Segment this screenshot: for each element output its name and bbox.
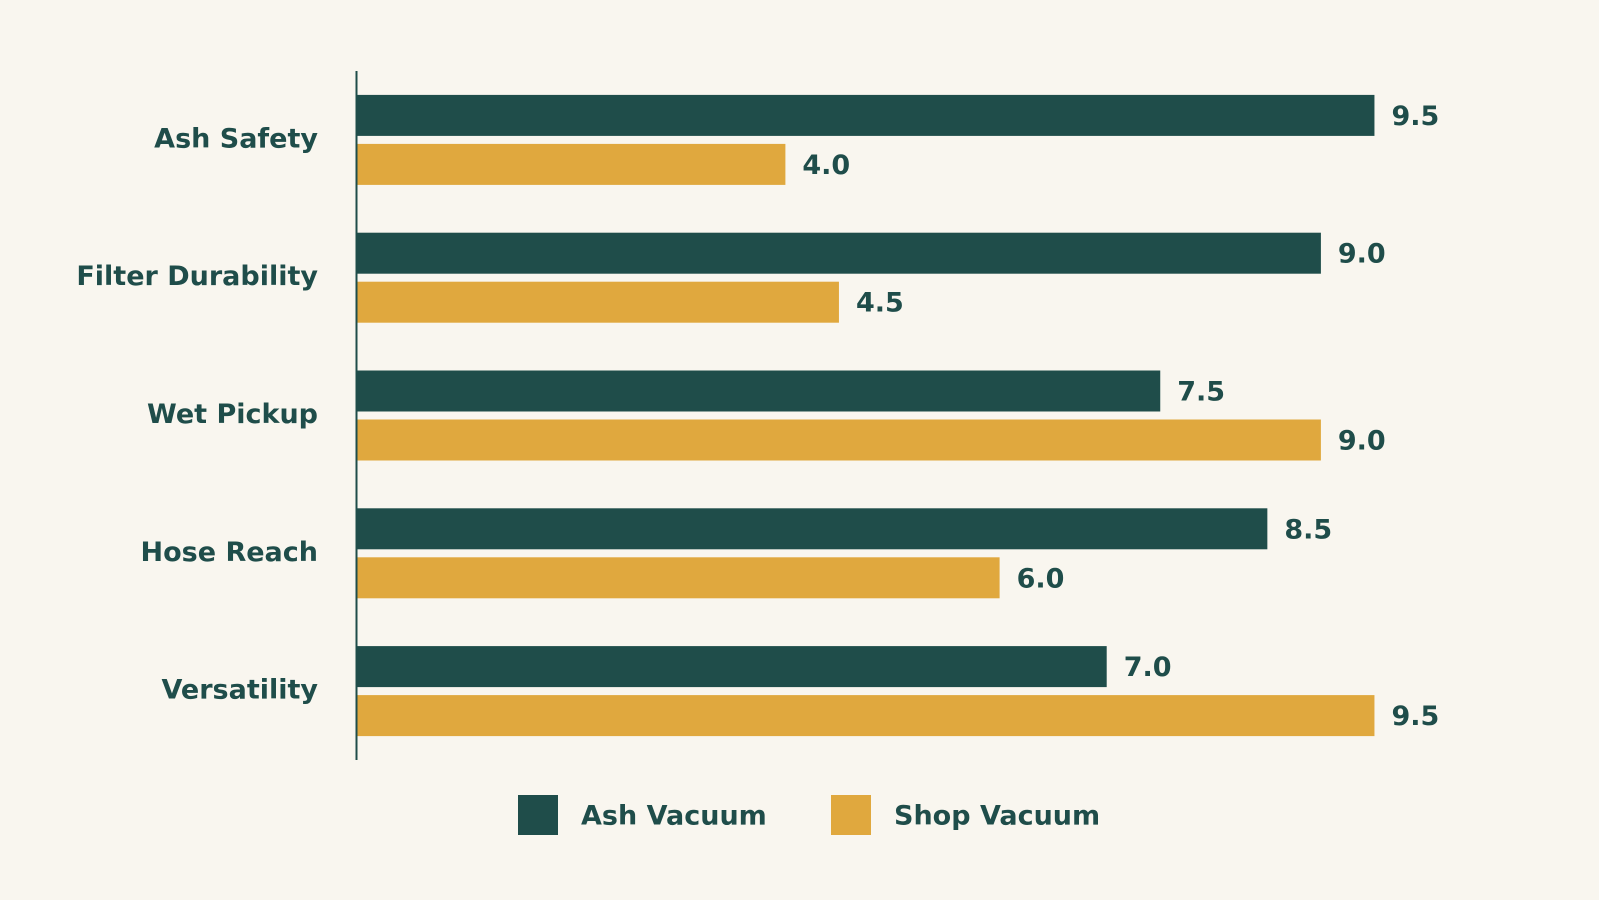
value-label: 8.5 xyxy=(1284,514,1332,545)
bar xyxy=(357,419,1321,461)
value-label: 9.0 xyxy=(1338,426,1386,457)
legend-label: Ash Vacuum xyxy=(581,801,767,832)
bar xyxy=(357,646,1107,688)
bar xyxy=(357,281,839,323)
value-label: 7.5 xyxy=(1177,377,1225,408)
value-label: 9.0 xyxy=(1338,239,1386,270)
bar xyxy=(357,370,1161,412)
value-label: 4.0 xyxy=(802,150,850,181)
y-tick-label: Ash Safety xyxy=(154,123,318,154)
y-tick-label: Filter Durability xyxy=(76,261,318,292)
legend-label: Shop Vacuum xyxy=(894,801,1100,832)
legend-swatch xyxy=(518,795,558,835)
value-label: 9.5 xyxy=(1391,101,1439,132)
y-tick-label: Versatility xyxy=(161,675,318,706)
bar xyxy=(357,508,1268,550)
bar xyxy=(357,695,1375,737)
bar xyxy=(357,557,1000,599)
value-label: 7.0 xyxy=(1124,652,1172,683)
bar xyxy=(357,94,1375,136)
value-label: 9.5 xyxy=(1391,701,1439,732)
bar xyxy=(357,143,786,185)
value-label: 4.5 xyxy=(856,288,904,319)
legend-swatch xyxy=(831,795,871,835)
bar xyxy=(357,232,1321,274)
y-tick-label: Wet Pickup xyxy=(147,399,318,430)
value-label: 6.0 xyxy=(1017,563,1065,594)
y-tick-label: Hose Reach xyxy=(141,537,318,568)
